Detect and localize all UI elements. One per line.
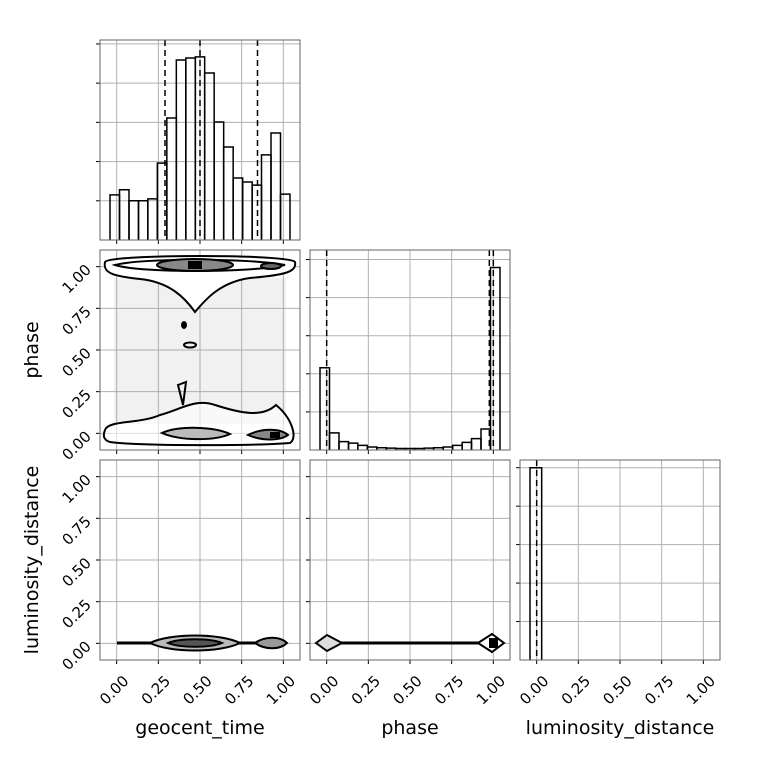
x-axis-label: geocent_time	[135, 717, 264, 739]
contour	[176, 380, 188, 406]
histogram-bar	[319, 366, 331, 450]
contour	[181, 321, 187, 329]
contour	[260, 262, 282, 270]
histogram-bar	[270, 132, 282, 240]
contour	[111, 258, 286, 272]
panel-frame	[309, 249, 511, 451]
peak	[489, 638, 498, 648]
panel-frame	[519, 459, 721, 661]
contour	[102, 401, 295, 447]
contour	[183, 341, 197, 349]
contours	[102, 255, 506, 654]
contour	[253, 636, 289, 650]
y-axis-label: luminosity_distance	[21, 466, 43, 655]
panel	[96, 39, 301, 244]
y-axis-label: phase	[21, 321, 43, 378]
panel-frame	[99, 249, 301, 451]
histogram-bar	[279, 193, 291, 240]
histogram-bar	[489, 266, 501, 450]
contour	[165, 638, 225, 648]
panel	[306, 249, 511, 454]
peak	[270, 432, 280, 438]
contour	[159, 426, 233, 441]
panel-frame	[309, 459, 511, 661]
panel-frame	[99, 39, 301, 241]
x-axis-label: phase	[381, 717, 438, 739]
x-axis-label: luminosity_distance	[526, 717, 715, 739]
panel-frame	[99, 459, 301, 661]
contour	[314, 633, 345, 653]
histogram-bar	[529, 466, 543, 660]
peak	[188, 261, 202, 269]
panel: 0.00 0.25 0.50 0.75 1.000.000.250.500.751.00	[58, 459, 301, 708]
